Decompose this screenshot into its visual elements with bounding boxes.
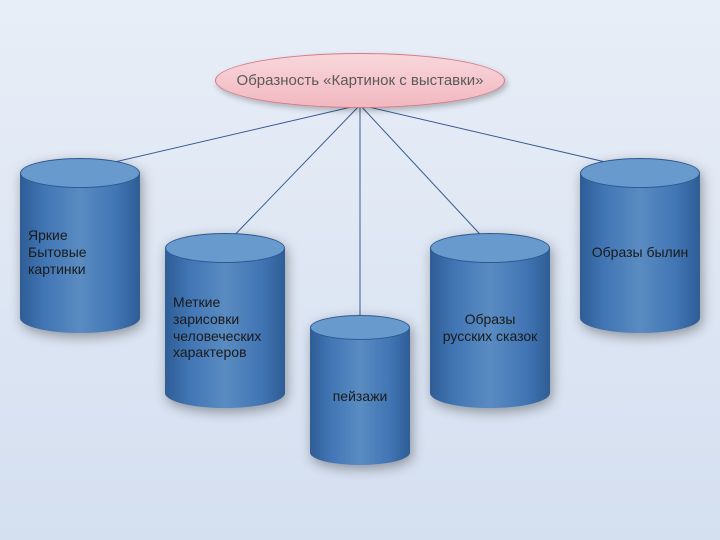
child-label-2: пейзажи — [310, 340, 410, 453]
root-node: Образность «Картинок с выставки» — [215, 53, 505, 108]
child-node-0: Яркие Бытовые картинки — [20, 158, 140, 333]
diagram-canvas: Образность «Картинок с выставки» Яркие Б… — [0, 0, 720, 540]
child-label-0: Яркие Бытовые картинки — [20, 188, 140, 318]
child-node-1: Меткие зарисовки человеческих характеров — [165, 233, 285, 408]
child-node-2: пейзажи — [310, 315, 410, 465]
child-label-4: Образы былин — [580, 188, 700, 318]
child-node-4: Образы былин — [580, 158, 700, 333]
child-label-1: Меткие зарисовки человеческих характеров — [165, 263, 285, 393]
child-node-3: Образы русских сказок — [430, 233, 550, 408]
root-label: Образность «Картинок с выставки» — [237, 72, 484, 89]
child-label-3: Образы русских сказок — [430, 263, 550, 393]
